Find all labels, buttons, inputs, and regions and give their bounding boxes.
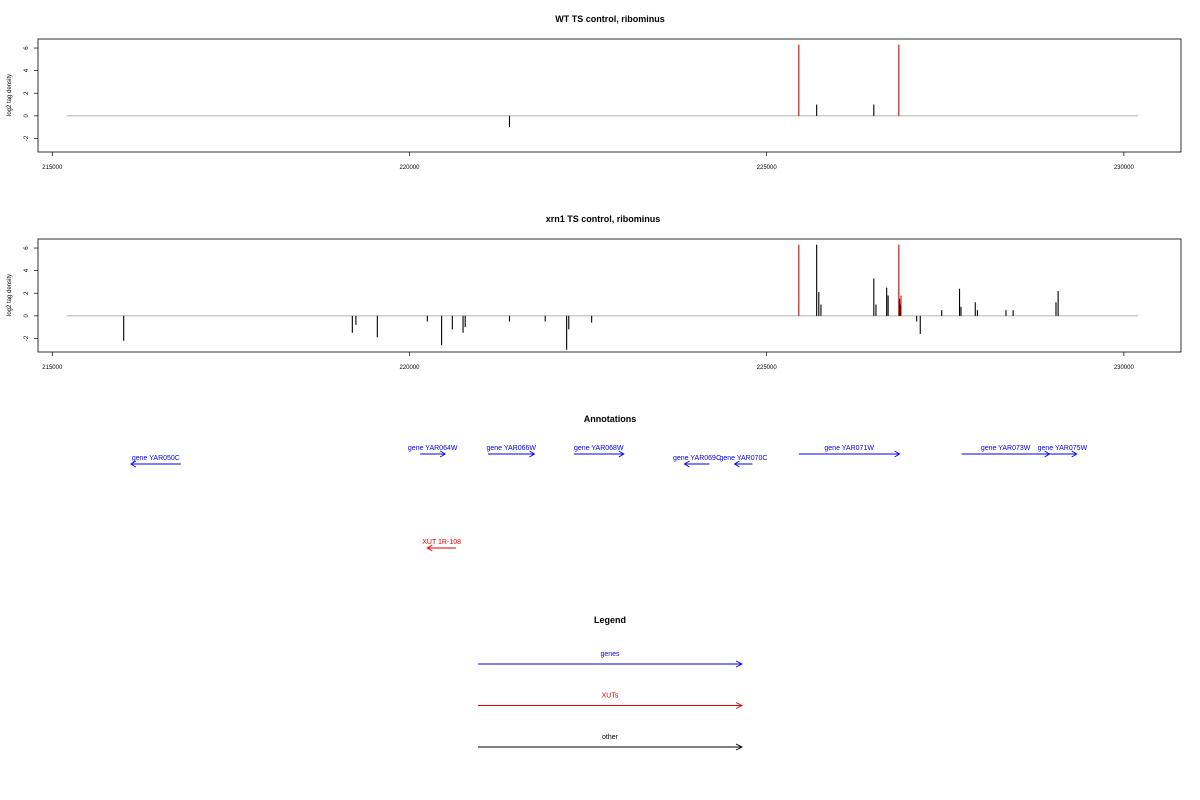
chart-title: xrn1 TS control, ribominus bbox=[546, 214, 661, 224]
legend: Legend genes XUTs other bbox=[478, 615, 744, 751]
feature-label: XUT 1R-108 bbox=[422, 539, 461, 546]
x-tick-label: 230000 bbox=[1114, 165, 1135, 171]
y-tick-label: 0 bbox=[24, 114, 30, 118]
y-tick-label: 4 bbox=[24, 68, 30, 72]
feature-arrow-head bbox=[733, 460, 740, 468]
x-tick-label: 225000 bbox=[757, 165, 778, 171]
feature-label: gene YAR070C bbox=[719, 455, 767, 462]
feature-label: gene YAR066W bbox=[486, 445, 536, 452]
annotation-feature: gene YAR064W bbox=[408, 445, 458, 458]
x-tick-label: 230000 bbox=[1114, 365, 1135, 371]
y-tick-label: -2 bbox=[24, 135, 30, 141]
y-axis: -2 0 2 4 6 bbox=[24, 46, 38, 141]
feature-label: gene YAR073W bbox=[981, 445, 1031, 452]
legend-label: genes bbox=[600, 651, 620, 658]
y-tick-label: 6 bbox=[24, 246, 30, 250]
x-tick-label: 220000 bbox=[399, 165, 420, 171]
x-axis: 215000 220000 225000 230000 bbox=[42, 152, 1135, 171]
feature-arrow-head bbox=[426, 544, 433, 552]
y-tick-label: -2 bbox=[24, 335, 30, 341]
feature-arrow-head bbox=[129, 460, 137, 468]
feature-arrow-head bbox=[1071, 450, 1078, 458]
annotation-feature: gene YAR071W bbox=[798, 445, 901, 458]
annotation-feature: gene YAR066W bbox=[486, 445, 536, 458]
feature-arrow-head bbox=[894, 450, 901, 458]
y-tick-label: 6 bbox=[24, 46, 30, 50]
feature-arrow-head bbox=[529, 450, 536, 458]
legend-label: XUTs bbox=[602, 693, 619, 700]
feature-label: gene YAR064W bbox=[408, 445, 458, 452]
y-axis: -2 0 2 4 6 bbox=[24, 246, 38, 341]
feature-label: gene YAR069C bbox=[673, 455, 721, 462]
x-tick-label: 215000 bbox=[42, 165, 63, 171]
legend-arrow-head bbox=[735, 743, 744, 751]
legend-item: other bbox=[478, 734, 744, 751]
x-tick-label: 215000 bbox=[42, 365, 63, 371]
annotation-feature: gene YAR050C bbox=[129, 455, 181, 468]
annotation-feature: XUT 1R-108 bbox=[422, 539, 461, 552]
y-tick-label: 4 bbox=[24, 268, 30, 272]
legend-item: genes bbox=[478, 651, 744, 668]
feature-label: gene YAR071W bbox=[824, 445, 874, 452]
feature-label: gene YAR068W bbox=[574, 445, 624, 452]
plot-frame bbox=[37, 38, 1182, 153]
chart-panel-xrn1: xrn1 TS control, ribominus log2 tag dens… bbox=[7, 214, 1182, 371]
annotation-feature: gene YAR069C bbox=[673, 455, 721, 468]
y-tick-label: 0 bbox=[24, 314, 30, 318]
y-tick-label: 2 bbox=[24, 91, 30, 95]
legend-title: Legend bbox=[594, 615, 626, 625]
legend-item: XUTs bbox=[478, 693, 744, 709]
annotation-feature: gene YAR073W bbox=[961, 445, 1051, 458]
feature-label: gene YAR075W bbox=[1038, 445, 1088, 452]
y-axis-label: log2 tag density bbox=[7, 74, 13, 116]
annotation-feature: gene YAR068W bbox=[573, 445, 625, 458]
x-tick-label: 220000 bbox=[399, 365, 420, 371]
legend-items: genes XUTs other bbox=[478, 651, 744, 751]
density-bars bbox=[123, 244, 1059, 350]
y-tick-label: 2 bbox=[24, 291, 30, 295]
annotation-feature: gene YAR075W bbox=[1038, 445, 1088, 458]
feature-arrow-head bbox=[439, 450, 447, 458]
legend-arrow-head bbox=[735, 702, 744, 709]
feature-arrow-head bbox=[618, 450, 625, 458]
chart-panel-wt: WT TS control, ribominus log2 tag densit… bbox=[7, 14, 1182, 171]
chart-title: WT TS control, ribominus bbox=[555, 14, 665, 24]
legend-label: other bbox=[602, 734, 619, 741]
density-bars bbox=[508, 44, 900, 128]
x-axis: 215000 220000 225000 230000 bbox=[42, 352, 1135, 371]
legend-arrow-head bbox=[735, 660, 744, 668]
annotation-items: gene YAR050C gene YAR064W gene YAR066W gene… bbox=[129, 445, 1088, 552]
annotations-title: Annotations bbox=[584, 414, 637, 424]
feature-arrow-head bbox=[683, 460, 690, 468]
feature-label: gene YAR050C bbox=[132, 455, 180, 462]
annotation-feature: gene YAR070C bbox=[719, 455, 767, 468]
plot-frame bbox=[37, 238, 1182, 353]
x-tick-label: 225000 bbox=[757, 365, 778, 371]
y-axis-label: log2 tag density bbox=[7, 274, 13, 316]
